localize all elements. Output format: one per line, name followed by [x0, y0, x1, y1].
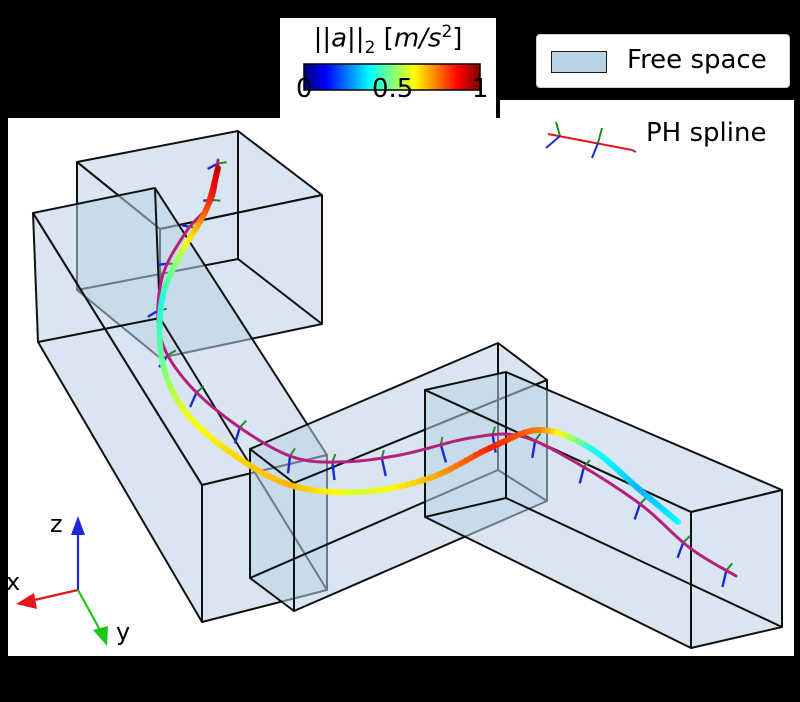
normal-tick	[439, 444, 448, 463]
normal-tick	[147, 309, 159, 318]
plot-background-top	[500, 100, 794, 120]
binormal-tick	[239, 419, 247, 429]
normal-tick	[207, 162, 219, 170]
normal-tick	[380, 457, 387, 477]
normal-tick	[578, 466, 586, 484]
box-right-beam	[424, 371, 783, 649]
ph-spline-label: PH spline	[646, 118, 767, 148]
binormal-tick	[534, 432, 542, 442]
ph-spline-curve	[156, 158, 738, 578]
y-arrow-icon	[93, 626, 108, 646]
binormal-tick	[583, 459, 591, 468]
acceleration-path	[156, 165, 681, 525]
colorbar-tick-mid: 0.5	[372, 74, 414, 104]
legend-free-space: Free space	[536, 34, 790, 88]
z-axis-label: z	[50, 510, 63, 538]
x-axis	[29, 588, 79, 603]
axis-triad	[16, 516, 108, 646]
colorbar-gradient	[303, 63, 481, 91]
normal-tick	[189, 391, 198, 408]
normal-tick	[286, 455, 292, 474]
ph-spline-legend-icon	[545, 121, 637, 159]
binormal-tick	[195, 385, 205, 394]
normal-tick	[331, 461, 336, 481]
z-arrow-icon	[71, 516, 85, 535]
free-space-label: Free space	[627, 45, 767, 75]
binormal-tick	[725, 562, 734, 572]
binormal-tick	[682, 535, 691, 544]
free-space-swatch	[551, 51, 607, 73]
legend-ph-spline: PH spline	[536, 112, 790, 166]
colorbar-tick-max: 1	[472, 74, 489, 104]
x-arrow-icon	[16, 593, 37, 609]
normal-tick	[633, 503, 642, 520]
normal-tick	[721, 570, 728, 588]
binormal-tick	[167, 349, 177, 357]
normal-tick	[233, 427, 241, 444]
colorbar-title: ||a||2 [m/s2]	[313, 22, 463, 58]
x-axis-label: x	[6, 568, 20, 596]
acceleration-segment	[673, 517, 681, 525]
colorbar-tick-0: 0	[296, 74, 313, 104]
normal-tick	[676, 542, 685, 559]
y-axis	[77, 589, 101, 631]
free-space-boxes	[32, 130, 783, 649]
y-axis-label: y	[116, 618, 130, 646]
normal-tick	[531, 440, 537, 459]
